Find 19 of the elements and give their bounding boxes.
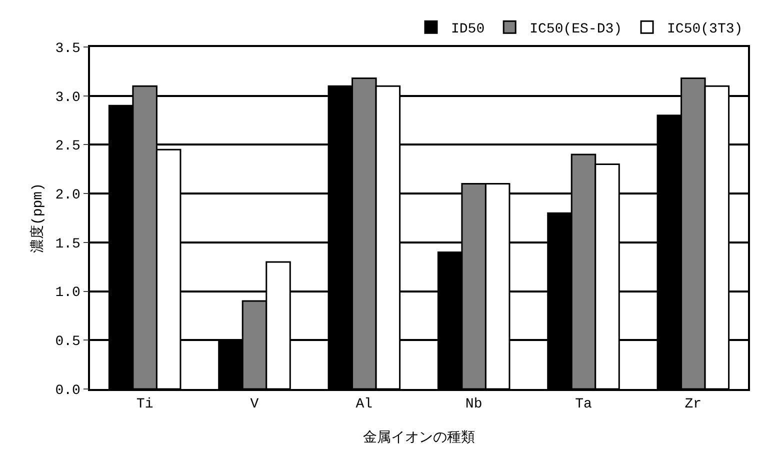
x-tick-label: Ti [136,396,154,413]
y-axis-title: 濃度(ppm) [29,182,46,254]
x-tick-label: V [250,396,260,413]
y-tick-label: 2.5 [55,138,80,155]
legend-label: ID50 [451,22,485,38]
legend-label: IC50(ES-D3) [530,22,622,38]
y-tick-label: 3.0 [55,90,80,106]
y-tick-label: 3.5 [55,40,80,57]
y-tick-label: 0.0 [55,382,80,399]
x-axis-title: 金属イオンの種類 [363,430,475,446]
x-tick-label: Al [356,396,373,413]
y-tick-label: 1.5 [55,236,80,252]
x-tick-label: Ta [575,396,592,413]
y-tick-label: 0.5 [55,334,80,350]
x-tick-label: Nb [465,396,482,413]
legend-label: IC50(3T3) [667,22,743,38]
x-tick-label: Zr [684,396,702,413]
y-tick-label: 2.0 [55,187,80,204]
y-tick-label: 1.0 [55,285,80,302]
